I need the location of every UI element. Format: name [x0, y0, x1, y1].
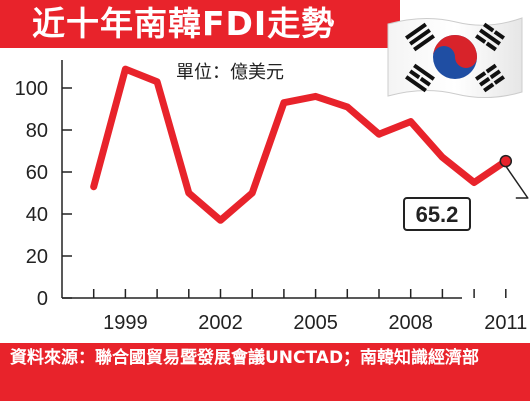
y-tick-label: 40 [26, 204, 48, 226]
unit-label: 單位：億美元 [176, 62, 284, 83]
x-tick-label: 2002 [198, 312, 243, 334]
chart-title: 近十年南韓FDI走勢 [32, 4, 336, 43]
source-text: 資料來源：聯合國貿易暨發展會議UNCTAD；南韓知識經濟部 [10, 348, 480, 368]
y-tick-label: 20 [26, 246, 48, 268]
x-tick-label: 1999 [103, 312, 148, 334]
x-tick-label: 2011 [484, 312, 527, 334]
y-tick-label: 0 [37, 288, 48, 310]
callout-box [403, 197, 471, 231]
y-tick-label: 60 [26, 162, 48, 184]
last-point-marker [499, 154, 513, 168]
callout-pointer [505, 165, 529, 199]
fdi-series-line [90, 65, 510, 224]
x-tick-label: 2008 [388, 312, 433, 334]
title-bar: 近十年南韓FDI走勢 [0, 0, 400, 48]
source-footer: 資料來源：聯合國貿易暨發展會議UNCTAD；南韓知識經濟部 [0, 343, 530, 401]
callout-value-label: 65.2 [416, 202, 459, 227]
y-tick-label: 80 [26, 120, 48, 142]
x-tick-label: 2005 [293, 312, 338, 334]
y-tick-label: 100 [15, 78, 48, 100]
south-korea-flag-icon [384, 10, 526, 104]
